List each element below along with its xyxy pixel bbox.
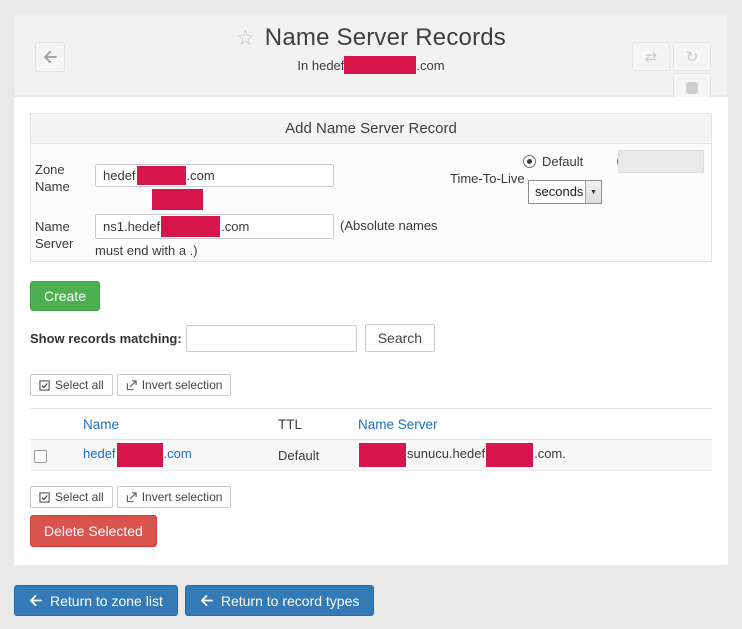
selection-buttons-bottom: Select all Invert selection [30, 486, 712, 508]
name-server-hint-line1: (Absolute names [340, 218, 438, 233]
content-card: Add Name Server Record Zone Name hedef .c… [14, 97, 728, 565]
checkbox-check-icon [39, 491, 50, 503]
stop-square-icon [686, 81, 698, 94]
redaction-box [116, 443, 163, 467]
subtitle-suffix: .com [416, 57, 445, 73]
back-arrow-icon [43, 51, 57, 63]
page-subtitle: In hedef .com [15, 56, 727, 74]
page-header: ☆ Name Server Records In hedef .com ⇄ ↻ [14, 13, 728, 102]
record-ns-middle: sunucu.hedef [407, 446, 486, 462]
ttl-unit-value: seconds [535, 184, 584, 199]
zone-name-label: Zone Name [35, 162, 70, 194]
record-name-server-value: sunucu.hedef .com. [358, 443, 566, 467]
ttl-default-radio[interactable] [523, 155, 536, 168]
name-server-value-prefix: ns1.hedef [103, 219, 161, 234]
select-all-label: Select all [55, 378, 104, 392]
invert-selection-button[interactable]: Invert selection [116, 486, 232, 508]
ttl-radio-group: Default [523, 154, 631, 169]
subtitle-prefix: In hedef [297, 57, 345, 73]
left-arrow-icon [29, 595, 42, 606]
column-header-ttl: TTL [278, 416, 303, 432]
column-header-name-server[interactable]: Name Server [358, 416, 438, 432]
redaction-box [359, 443, 406, 467]
return-to-record-types-label: Return to record types [220, 592, 360, 609]
select-all-button[interactable]: Select all [30, 486, 113, 508]
checkbox-check-icon [39, 379, 50, 391]
create-button[interactable]: Create [30, 281, 101, 311]
ttl-value-input[interactable] [618, 150, 704, 173]
redaction-box [136, 166, 186, 185]
footer-nav: Return to zone list Return to record typ… [14, 585, 375, 616]
refresh-icon: ↻ [685, 48, 699, 66]
redaction-box [161, 216, 221, 237]
refresh-button[interactable]: ↻ [673, 42, 711, 71]
invert-selection-button[interactable]: Invert selection [116, 374, 232, 396]
zone-name-value-prefix: hedef [103, 168, 136, 183]
swap-arrows-icon: ⇄ [644, 48, 658, 66]
checkbox-column-header [30, 409, 83, 440]
search-row: Show records matching: Search [30, 324, 712, 352]
invert-arrow-icon [126, 379, 137, 391]
ttl-unit-select[interactable]: seconds ▼ [528, 180, 602, 204]
record-ttl-value: Default [278, 447, 320, 463]
zone-name-value-suffix: .com [186, 168, 215, 183]
name-server-label: Name Server [35, 219, 74, 251]
back-button[interactable] [35, 42, 65, 72]
select-all-label: Select all [55, 490, 104, 504]
row-checkbox[interactable] [34, 449, 47, 463]
ttl-default-radio-label: Default [542, 154, 584, 169]
return-to-zone-list-label: Return to zone list [50, 592, 163, 609]
selection-buttons-top: Select all Invert selection [30, 374, 712, 396]
title-block: ☆ Name Server Records In hedef .com [15, 24, 727, 74]
chevron-down-icon: ▼ [585, 181, 601, 203]
favorite-star-icon[interactable]: ☆ [235, 26, 255, 50]
name-server-hint-line2: must end with a .) [95, 243, 198, 258]
table-header-row: Name TTL Name Server [30, 408, 712, 440]
records-table: Name TTL Name Server hedef .com Default s… [30, 408, 712, 471]
redaction-box [344, 56, 417, 74]
return-to-zone-list-button[interactable]: Return to zone list [14, 585, 178, 616]
return-to-record-types-button[interactable]: Return to record types [184, 585, 375, 616]
add-record-form: Zone Name hedef .com Time-To-Live Default… [31, 144, 711, 261]
redaction-box [152, 189, 203, 210]
record-name-link[interactable]: hedef .com [83, 443, 192, 467]
panel-title: Add Name Server Record [31, 114, 711, 144]
search-button[interactable]: Search [364, 324, 436, 352]
search-label: Show records matching: [30, 330, 182, 346]
record-name-prefix: hedef [83, 446, 116, 462]
delete-selected-button[interactable]: Delete Selected [30, 515, 157, 547]
record-ns-suffix: .com. [534, 446, 566, 462]
record-name-suffix: .com [163, 446, 192, 462]
name-server-input[interactable]: ns1.hedef .com [95, 214, 334, 239]
records-search-input[interactable] [185, 324, 357, 352]
zone-name-input[interactable]: hedef .com [95, 164, 334, 187]
table-row: hedef .com Default sunucu.hedef .com. [30, 439, 712, 471]
left-arrow-icon [200, 595, 213, 606]
page-title: Name Server Records [264, 24, 507, 51]
column-header-name[interactable]: Name [83, 416, 120, 432]
add-record-panel: Add Name Server Record Zone Name hedef .c… [30, 113, 712, 262]
name-server-value-suffix: .com [221, 219, 250, 234]
invert-selection-label: Invert selection [141, 490, 223, 504]
invert-arrow-icon [126, 491, 137, 503]
redaction-box [486, 443, 534, 467]
select-all-button[interactable]: Select all [30, 374, 113, 396]
ttl-label: Time-To-Live [450, 171, 525, 186]
invert-selection-label: Invert selection [141, 378, 223, 392]
sync-button[interactable]: ⇄ [632, 42, 670, 71]
